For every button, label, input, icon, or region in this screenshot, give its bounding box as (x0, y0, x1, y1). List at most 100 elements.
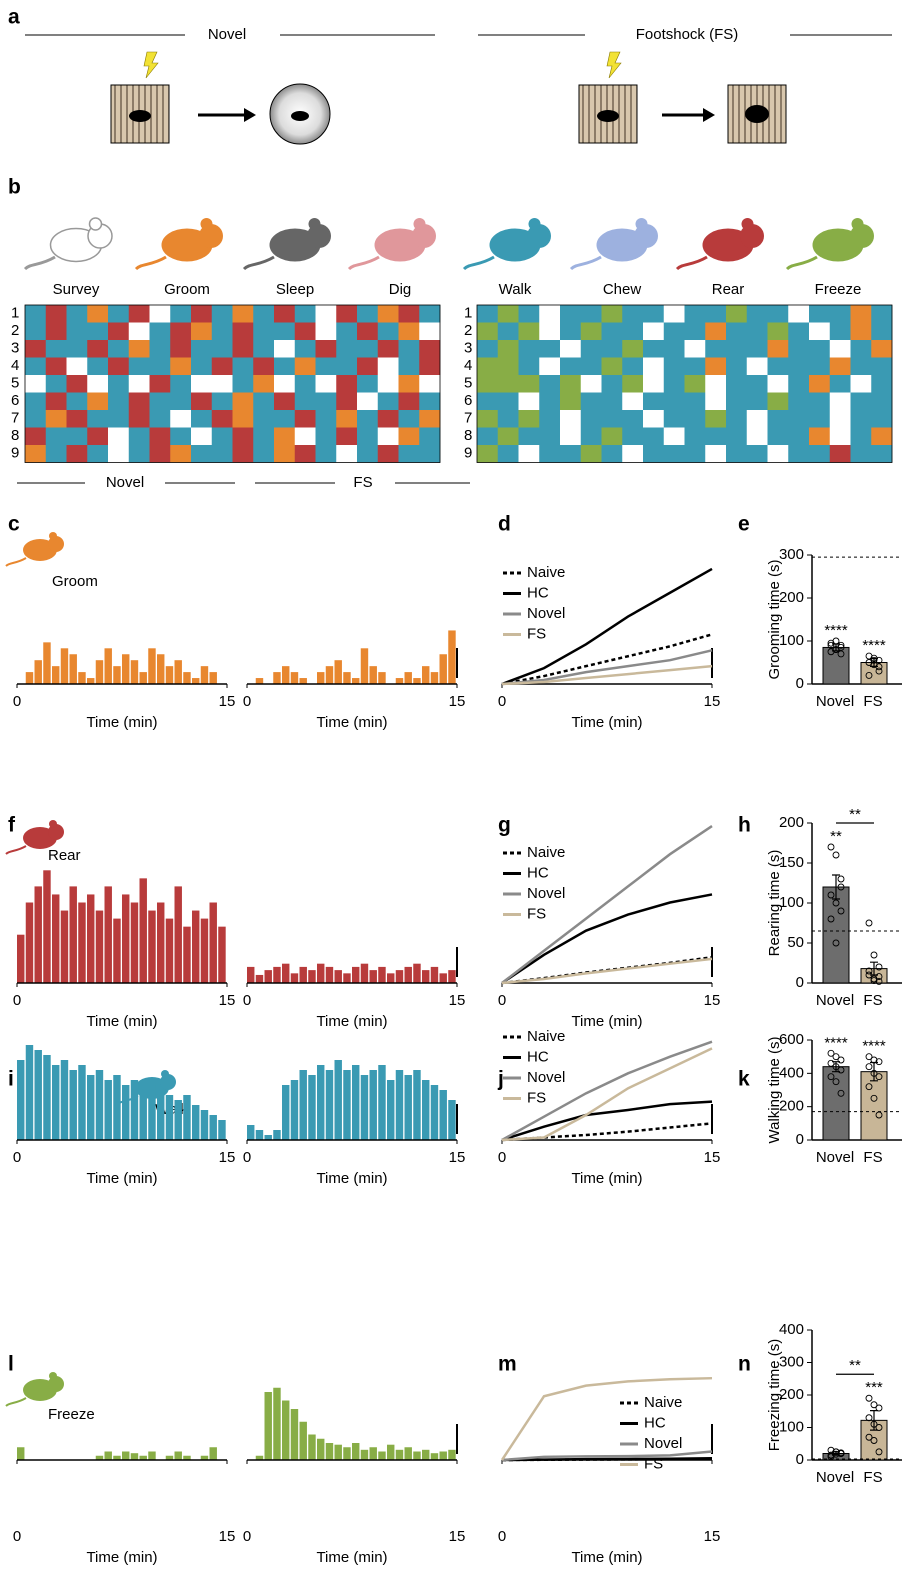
activity-bar (361, 1075, 368, 1140)
behavior-segment (212, 445, 233, 463)
behavior-segment (336, 340, 357, 358)
activity-bar (201, 919, 208, 983)
behavior-segment (419, 358, 440, 376)
behavior-segment (705, 445, 726, 463)
behavior-segment (253, 410, 274, 428)
behavior-segment (399, 375, 420, 393)
behavior-segment (768, 305, 789, 323)
row-label: 1 (11, 305, 19, 322)
behavior-segment (643, 358, 664, 376)
x-tick-label: 0 (498, 693, 506, 710)
behavior-segment (253, 340, 274, 358)
behavior-segment (477, 410, 498, 428)
behavior-segment (685, 358, 706, 376)
behavior-segment (108, 410, 129, 428)
behavior-segment (67, 375, 88, 393)
activity-bar (218, 927, 225, 983)
condition-label: Novel (208, 26, 246, 43)
behavior-segment (129, 410, 150, 428)
arrow-head (703, 108, 715, 122)
activity-bar (378, 672, 385, 684)
activity-bar (396, 678, 403, 684)
behavior-segment (560, 445, 581, 463)
activity-bar (317, 964, 324, 983)
activity-bar (256, 678, 263, 684)
behavior-segment (233, 393, 254, 411)
behavior-segment (336, 323, 357, 341)
behavior-segment (419, 323, 440, 341)
behavior-segment (788, 358, 809, 376)
behavior-segment (539, 393, 560, 411)
behavior-segment (316, 445, 337, 463)
x-axis-label: Time (min) (316, 1013, 387, 1030)
behavior-segment (274, 340, 295, 358)
activity-bar (378, 1065, 385, 1140)
x-tick-label: 15 (219, 1528, 236, 1545)
legend-label: FS (527, 625, 546, 642)
panel-letter: l (8, 1353, 14, 1376)
behavior-segment (399, 305, 420, 323)
behavior-segment (170, 340, 191, 358)
data-point (838, 1057, 844, 1063)
behavior-segment (685, 375, 706, 393)
behavior-segment (212, 375, 233, 393)
x-axis-label: Time (min) (86, 1170, 157, 1187)
behavior-segment (170, 445, 191, 463)
behavior-segment (477, 305, 498, 323)
activity-bar (26, 672, 33, 684)
behavior-segment (212, 358, 233, 376)
legend-label: Novel (527, 885, 565, 902)
row-label: 6 (464, 392, 472, 409)
mouse-ear (309, 218, 321, 230)
activity-bar (175, 660, 182, 684)
behavior-segment (768, 410, 789, 428)
behavior-segment (726, 410, 747, 428)
behavior-segment (316, 428, 337, 446)
activity-bar (157, 1090, 164, 1140)
behavior-segment (67, 340, 88, 358)
significance: **** (862, 637, 886, 654)
behavior-segment (46, 358, 67, 376)
behavior-segment (129, 340, 150, 358)
behavior-segment (519, 410, 540, 428)
activity-bar (131, 903, 138, 984)
behavior-segment (830, 340, 851, 358)
behavior-segment (87, 445, 108, 463)
behavior-segment (809, 410, 830, 428)
behavior-segment (25, 428, 46, 446)
behavior-segment (602, 375, 623, 393)
behavior-segment (726, 428, 747, 446)
behavior-segment (788, 428, 809, 446)
behavior-segment (705, 323, 726, 341)
panel-letter: j (497, 1068, 504, 1091)
activity-bar (43, 1055, 50, 1140)
activity-bar (201, 1110, 208, 1140)
activity-bar (335, 660, 342, 684)
behavior-segment (419, 340, 440, 358)
behavior-segment (67, 323, 88, 341)
activity-bar (166, 919, 173, 983)
behavior-segment (747, 393, 768, 411)
behavior-segment (643, 340, 664, 358)
mouse-icon (25, 218, 112, 269)
activity-bar (61, 911, 68, 983)
data-point (876, 1405, 882, 1411)
activity-bar (300, 1070, 307, 1140)
row-label: 2 (11, 322, 19, 339)
behavior-segment (170, 375, 191, 393)
behavior-segment (212, 393, 233, 411)
x-tick-label: 0 (13, 1528, 21, 1545)
behavior-segment (150, 410, 171, 428)
behavior-segment (519, 358, 540, 376)
behavior-segment (830, 410, 851, 428)
x-axis-label: Time (min) (571, 1549, 642, 1566)
x-tick-label: 0 (13, 693, 21, 710)
behavior-segment (809, 393, 830, 411)
behavior-segment (295, 393, 316, 411)
behavior-segment (399, 428, 420, 446)
activity-bar (300, 967, 307, 983)
x-axis-label: Time (min) (571, 1170, 642, 1187)
activity-bar (335, 970, 342, 983)
activity-bar (352, 967, 359, 983)
behavior-segment (581, 340, 602, 358)
